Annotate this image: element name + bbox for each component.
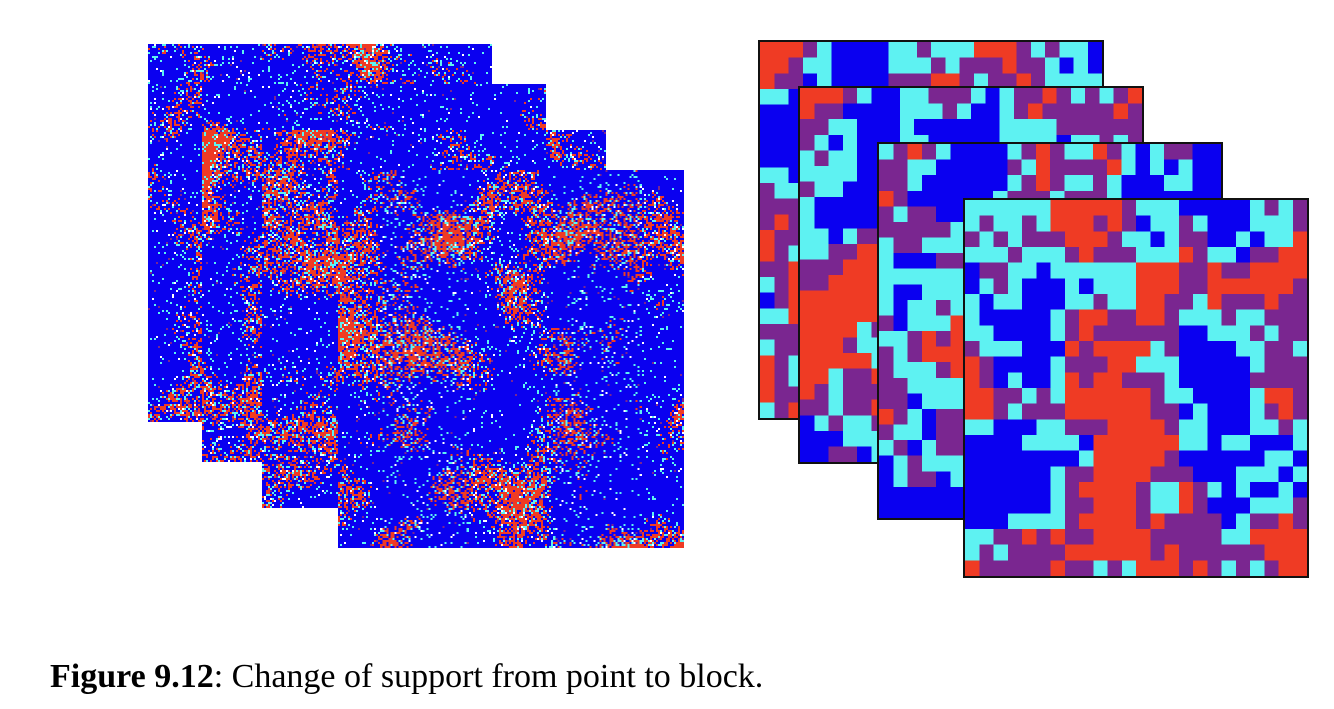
figure [148, 40, 1309, 578]
figure-caption: Figure 9.12: Change of support from poin… [50, 660, 763, 694]
point-support-layer-4 [338, 170, 684, 548]
figure-caption-label: Figure 9.12 [50, 658, 214, 695]
figure-caption-text: : Change of support from point to block. [213, 658, 764, 695]
block-support-layer-4 [963, 198, 1309, 578]
